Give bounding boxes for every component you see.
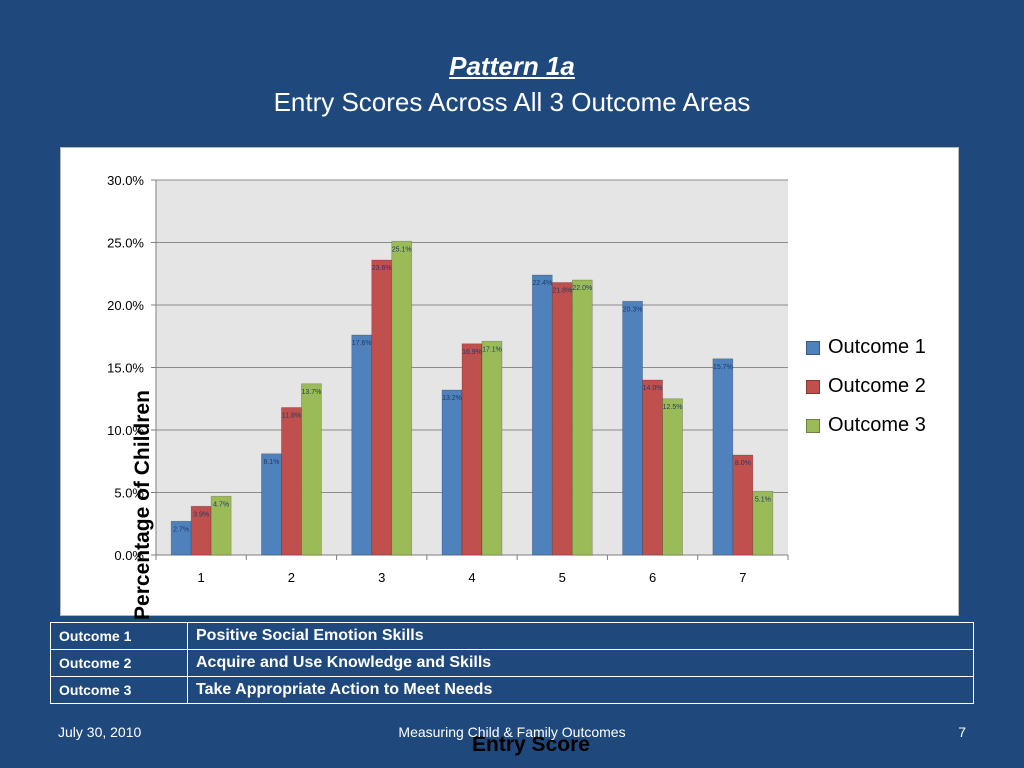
data-label: 13.7%	[301, 389, 321, 396]
chart-container: 0.0% 5.0% 10.0% 15.0% 20.0% 25.0% 30.0% 1 2.7% 3.…	[60, 147, 959, 756]
bar-outcome-3-6	[662, 398, 683, 556]
data-label: 15.7%	[713, 364, 733, 371]
x-tick-label: 6	[649, 570, 656, 585]
legend-swatch-outcome-3	[806, 418, 820, 433]
bar-outcome-3-2	[301, 383, 322, 556]
bar-outcome-1-6	[622, 300, 643, 556]
y-axis-title: Percentage of Children	[131, 390, 154, 620]
title-line-2: Entry Scores Across All 3 Outcome Areas	[273, 87, 751, 117]
table-row: Outcome 1 Positive Social Emotion Skills	[50, 622, 974, 650]
data-label: 2.7%	[173, 526, 189, 533]
data-label: 20.3%	[623, 306, 643, 313]
data-label: 12.5%	[663, 404, 683, 411]
x-tick-label: 1	[198, 570, 205, 585]
data-label: 3.9%	[193, 511, 209, 518]
bar-outcome-3-1	[210, 495, 232, 556]
table-row: Outcome 2 Acquire and Use Knowledge and …	[50, 649, 974, 677]
bar-outcome-2-3	[371, 259, 393, 556]
y-tick-label: 15.0%	[107, 361, 144, 376]
data-label: 8.0%	[735, 460, 751, 467]
x-axis-title: Entry Score	[472, 733, 590, 756]
y-tick-label: 20.0%	[107, 298, 144, 313]
x-tick-label: 2	[288, 570, 295, 585]
x-tick-label: 4	[468, 570, 475, 585]
data-label: 4.7%	[213, 501, 229, 508]
bar-outcome-3-3	[391, 240, 413, 556]
legend-swatch-outcome-2	[806, 379, 820, 394]
legend-swatch-outcome-1	[806, 340, 820, 355]
outcome-label: Outcome 3	[50, 676, 188, 704]
legend-item-outcome-3: Outcome 3	[806, 406, 956, 445]
bar-chart: 0.0% 5.0% 10.0% 15.0% 20.0% 25.0% 30.0% 1 2.7% 3.…	[107, 173, 789, 585]
bar-outcome-2-6	[642, 379, 663, 556]
legend-item-outcome-2: Outcome 2	[806, 367, 956, 406]
y-tick-label: 30.0%	[107, 173, 144, 188]
data-label: 11.8%	[282, 413, 301, 420]
footer-date: July 30, 2010	[58, 724, 142, 740]
bar-outcome-2-5	[551, 282, 573, 556]
bar-outcome-3-4	[481, 340, 503, 556]
outcome-description: Positive Social Emotion Skills	[187, 622, 974, 650]
legend-label-outcome-2: Outcome 2	[828, 375, 926, 397]
data-label: 23.6%	[372, 265, 392, 272]
bar-outcome-1-3	[351, 334, 373, 556]
footer-title: Measuring Child & Family Outcomes	[398, 724, 626, 740]
slide-title: Pattern 1a Entry Scores Across All 3 Out…	[0, 48, 1024, 120]
data-label: 13.2%	[442, 395, 462, 402]
data-label: 14.0%	[643, 385, 663, 392]
x-tick-label: 7	[739, 570, 746, 585]
data-label: 22.0%	[572, 285, 592, 292]
bar-outcome-3-7	[752, 490, 774, 556]
y-tick-label: 0.0%	[114, 548, 144, 563]
bar-outcome-1-7	[712, 358, 734, 556]
data-label: 17.1%	[482, 346, 502, 353]
y-tick-label: 25.0%	[107, 236, 144, 251]
outcome-label: Outcome 2	[50, 649, 188, 677]
legend-label-outcome-1: Outcome 1	[828, 336, 926, 358]
x-tick-label: 3	[378, 570, 385, 585]
chart-legend: Outcome 1 Outcome 2 Outcome 3	[806, 328, 956, 445]
outcomes-table: Outcome 1 Positive Social Emotion Skills…	[50, 622, 974, 704]
bar-outcome-2-2	[281, 407, 302, 556]
y-tick-label: 5.0%	[114, 486, 144, 501]
data-label: 16.9%	[462, 349, 482, 356]
data-label: 8.1%	[263, 459, 279, 466]
bar-outcome-1-5	[531, 274, 553, 556]
legend-label-outcome-3: Outcome 3	[828, 414, 926, 436]
data-label: 22.4%	[532, 280, 552, 287]
bar-outcome-1-4	[441, 389, 463, 556]
data-label: 5.1%	[755, 496, 771, 503]
outcome-description: Acquire and Use Knowledge and Skills	[187, 649, 974, 677]
x-tick-label: 5	[559, 570, 566, 585]
title-line-1: Pattern 1a	[449, 51, 575, 81]
y-tick-label: 10.0%	[107, 423, 144, 438]
table-row: Outcome 3 Take Appropriate Action to Mee…	[50, 676, 974, 704]
outcome-label: Outcome 1	[50, 622, 188, 650]
bar-outcome-1-2	[261, 453, 282, 556]
bar-outcome-3-5	[571, 279, 593, 556]
legend-item-outcome-1: Outcome 1	[806, 328, 956, 367]
bar-outcome-2-7	[732, 454, 754, 556]
data-label: 25.1%	[392, 246, 412, 253]
data-label: 21.8%	[552, 288, 572, 295]
data-label: 17.6%	[352, 340, 372, 347]
bar-outcome-2-4	[461, 343, 483, 556]
page-number: 7	[958, 724, 966, 740]
outcome-description: Take Appropriate Action to Meet Needs	[187, 676, 974, 704]
